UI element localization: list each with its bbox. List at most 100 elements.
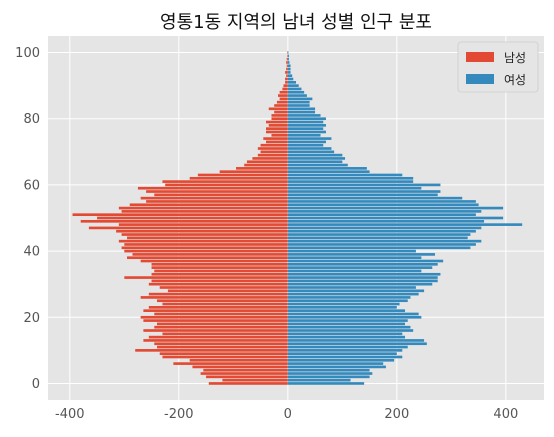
male-bar: [279, 97, 288, 101]
male-bar: [118, 223, 288, 226]
female-bar: [287, 74, 293, 78]
male-bar: [146, 200, 288, 203]
female-bar: [287, 342, 427, 346]
male-bar: [286, 57, 288, 61]
male-bar: [143, 319, 288, 322]
male-bar: [127, 256, 288, 260]
female-bar: [287, 133, 321, 137]
male-bar: [162, 180, 288, 183]
male-bar: [162, 355, 288, 359]
male-bar: [148, 306, 288, 309]
male-bar: [148, 292, 288, 296]
female-bar: [287, 302, 400, 306]
female-bar: [287, 286, 416, 289]
female-bar: [287, 223, 523, 226]
x-tick-label: 0: [284, 407, 292, 422]
female-bar: [287, 279, 438, 283]
female-bar: [287, 143, 324, 147]
male-bar: [271, 133, 288, 137]
female-bar: [287, 236, 468, 240]
female-bar: [287, 180, 414, 183]
male-bar: [143, 339, 288, 342]
chart-title: 영통1동 지역의 남녀 성별 인구 분포: [160, 12, 432, 33]
female-bar: [287, 90, 305, 94]
male-bar: [154, 342, 288, 346]
male-bar: [148, 282, 288, 286]
male-bar: [285, 81, 288, 84]
female-bar: [287, 216, 504, 220]
male-bar: [197, 173, 288, 177]
female-bar: [287, 64, 291, 68]
male-bar: [121, 233, 288, 236]
legend-swatch: [466, 52, 494, 62]
female-bar: [287, 292, 419, 296]
male-bar: [151, 263, 288, 266]
male-bar: [132, 253, 288, 256]
female-bar: [287, 352, 397, 355]
male-bar: [285, 71, 288, 74]
female-bar: [287, 94, 307, 97]
male-bar: [165, 183, 288, 187]
female-bar: [287, 269, 422, 273]
female-bar: [287, 368, 370, 372]
male-bar: [271, 117, 288, 121]
legend-swatch: [466, 74, 494, 84]
male-bar: [286, 61, 288, 64]
female-bar: [287, 382, 365, 385]
male-bar: [257, 147, 288, 150]
male-bar: [271, 114, 288, 117]
female-bar: [287, 100, 310, 104]
male-bar: [140, 259, 288, 263]
female-bar: [287, 140, 326, 144]
male-bar: [154, 193, 288, 197]
female-bar: [287, 345, 408, 349]
female-bar: [287, 117, 326, 121]
male-bar: [286, 74, 288, 78]
female-bar: [287, 329, 414, 332]
male-bar: [286, 64, 288, 68]
x-tick-label: -200: [164, 407, 194, 422]
male-bar: [287, 54, 288, 58]
female-bar: [287, 362, 384, 365]
male-bar: [116, 229, 288, 233]
male-bar: [162, 302, 288, 306]
female-bar: [287, 335, 406, 339]
female-bar: [287, 54, 289, 58]
male-bar: [118, 239, 288, 243]
male-bar: [192, 365, 288, 369]
male-bar: [283, 84, 288, 87]
male-bar: [278, 94, 288, 97]
female-bar: [287, 296, 411, 299]
female-bar: [287, 276, 438, 279]
female-bar: [287, 315, 422, 319]
female-bar: [287, 239, 482, 243]
female-bar: [287, 183, 441, 187]
female-bar: [287, 325, 411, 329]
female-bar: [287, 349, 403, 352]
female-bar: [287, 229, 476, 233]
male-bar: [97, 216, 288, 220]
female-bar: [287, 81, 296, 84]
female-bar: [287, 306, 397, 309]
female-bar: [287, 282, 433, 286]
male-bar: [154, 269, 288, 273]
female-bar: [287, 114, 321, 117]
male-bar: [157, 299, 288, 303]
male-bar: [151, 266, 288, 269]
male-bar: [121, 246, 288, 250]
female-bar: [287, 213, 476, 217]
male-bar: [129, 203, 288, 207]
male-bar: [159, 352, 288, 355]
female-bar: [287, 196, 463, 200]
male-bar: [206, 375, 288, 379]
male-bar: [286, 67, 288, 71]
male-bar: [260, 143, 288, 147]
y-tick-label: 20: [23, 311, 40, 326]
female-bar: [287, 61, 290, 64]
female-bar: [287, 147, 332, 150]
male-bar: [146, 190, 288, 193]
male-bar: [118, 206, 288, 210]
male-bar: [266, 140, 288, 144]
